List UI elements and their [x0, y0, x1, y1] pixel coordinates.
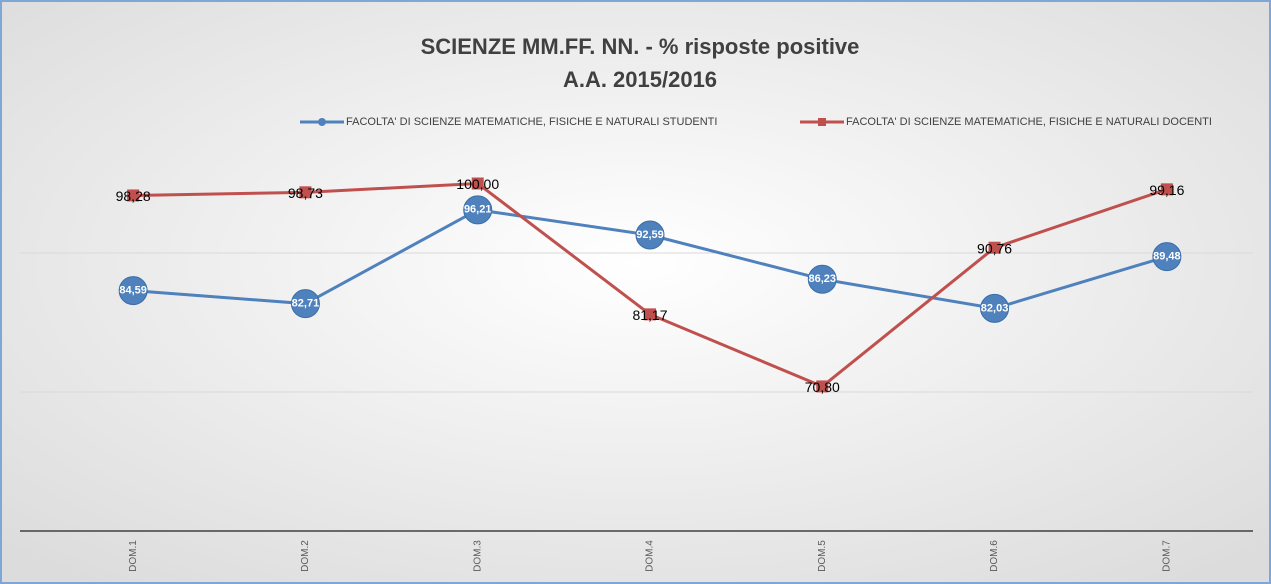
- legend-marker: [818, 118, 826, 126]
- data-point: [290, 289, 320, 319]
- data-point: [816, 380, 829, 393]
- data-point: [1152, 242, 1182, 272]
- data-label: 99,16: [1149, 182, 1184, 198]
- data-label: 84,59: [119, 285, 147, 297]
- x-tick-label: DOM.6: [989, 540, 1000, 572]
- data-label: 90,76: [977, 240, 1012, 256]
- data-point: [807, 264, 837, 294]
- data-point: [644, 308, 656, 321]
- x-tick-label: DOM.2: [300, 540, 311, 572]
- data-point: [299, 186, 312, 199]
- data-label: 89,48: [1153, 251, 1181, 263]
- x-tick-label: DOM.7: [1161, 540, 1172, 572]
- legend-label: FACOLTA' DI SCIENZE MATEMATICHE, FISICHE…: [346, 116, 717, 128]
- data-point: [980, 293, 1010, 323]
- data-point: [635, 220, 665, 250]
- chart-title: SCIENZE MM.FF. NN. - % risposte positive: [421, 34, 860, 59]
- data-label: 92,59: [636, 229, 664, 241]
- data-point: [988, 241, 1001, 254]
- data-point: [471, 177, 484, 190]
- x-tick-label: DOM.3: [472, 540, 483, 572]
- x-tick-label: DOM.4: [645, 540, 656, 572]
- data-point: [1160, 183, 1173, 196]
- data-label: 82,71: [292, 298, 320, 310]
- data-label: 100,00: [456, 176, 499, 192]
- data-label: 81,17: [632, 307, 667, 323]
- chart-subtitle: A.A. 2015/2016: [563, 67, 717, 92]
- data-label: 98,28: [116, 188, 151, 204]
- data-point: [127, 189, 140, 202]
- data-label: 98,73: [288, 185, 323, 201]
- data-point: [118, 276, 148, 306]
- legend-marker: [318, 118, 326, 126]
- data-label: 82,03: [981, 302, 1009, 314]
- data-label: 70,80: [805, 379, 840, 395]
- x-tick-label: DOM.5: [817, 540, 828, 572]
- data-label: 86,23: [809, 273, 837, 285]
- x-tick-label: DOM.1: [128, 540, 139, 572]
- legend-label: FACOLTA' DI SCIENZE MATEMATICHE, FISICHE…: [846, 116, 1212, 128]
- data-point: [463, 195, 493, 225]
- data-label: 96,21: [464, 204, 492, 216]
